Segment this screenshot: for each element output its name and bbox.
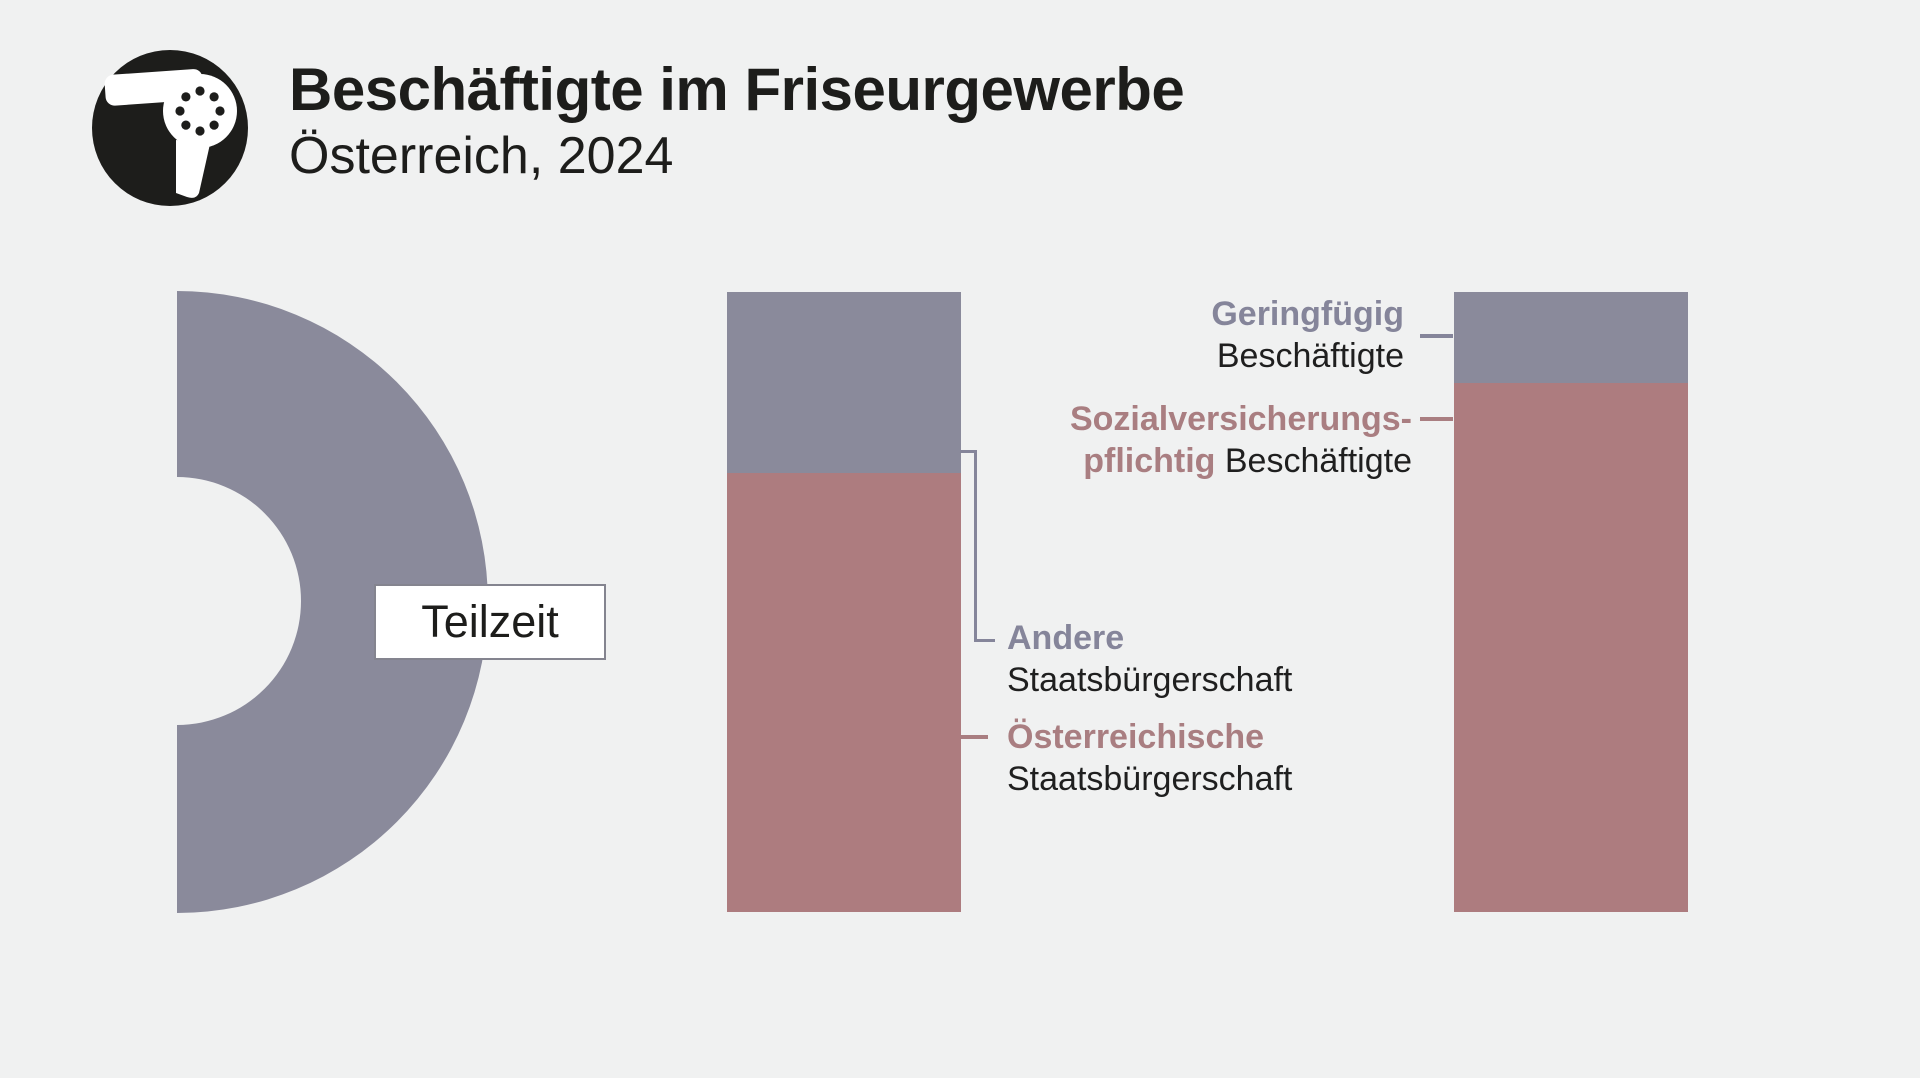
teilzeit-label: Teilzeit (421, 596, 559, 647)
dash-geringfuegig-connector (1420, 334, 1453, 338)
hair-dryer-icon (92, 50, 248, 206)
segment-oesterreichische-staatsbuergerschaft (727, 473, 961, 912)
segment-sozialversicherungspflichtig-beschaeftigte (1454, 383, 1688, 912)
half-donut-teilzeit (177, 291, 488, 913)
label-andere-staatsbuergerschaft: Andere Staatsbürgerschaft (1007, 617, 1292, 701)
label-andere-line1: Andere (1007, 619, 1125, 657)
teilzeit-label-box: Teilzeit (374, 584, 606, 660)
stacked-bar-citizenship (727, 292, 961, 912)
label-geringfuegig-beschaeftigte: Geringfügig Beschäftigte (1211, 293, 1404, 377)
segment-geringfuegig-beschaeftigte (1454, 292, 1688, 384)
page-subtitle: Österreich, 2024 (289, 127, 674, 185)
label-sozial-line1: Sozialversicherungs- (1069, 400, 1412, 438)
stacked-bar-employment-type (1454, 292, 1688, 912)
page-title: Beschäftigte im Friseurgewerbe (289, 56, 1185, 123)
label-oesterreichische-line2: Staatsbürgerschaft (1007, 760, 1293, 798)
header: Beschäftigte im Friseurgewerbe Österreic… (289, 56, 1185, 188)
label-sozial-line2-rest: Beschäftigte (1215, 442, 1412, 480)
label-geringfuegig-line2: Beschäftigte (1216, 337, 1404, 375)
label-geringfuegig-line1: Geringfügig (1211, 295, 1404, 333)
label-oesterreichische-staatsbuergerschaft: Österreichische Staatsbürgerschaft (1007, 716, 1292, 800)
label-sozialversicherungspflichtig-beschaeftigte: Sozialversicherungs- pflichtig Beschäfti… (1070, 398, 1412, 482)
dash-sozialversicherungspflichtig-connector (1420, 417, 1453, 421)
label-oesterreichische-line1: Österreichische (1007, 718, 1265, 756)
dash-oesterreichische-connector (960, 735, 988, 739)
bracket-connector-bottom (974, 639, 995, 642)
bracket-connector-vertical (974, 450, 977, 642)
label-andere-line2: Staatsbürgerschaft (1007, 661, 1293, 699)
bracket-connector-top (960, 450, 977, 453)
label-sozial-line2-bold: pflichtig (1083, 442, 1216, 480)
segment-andere-staatsbuergerschaft (727, 292, 961, 474)
